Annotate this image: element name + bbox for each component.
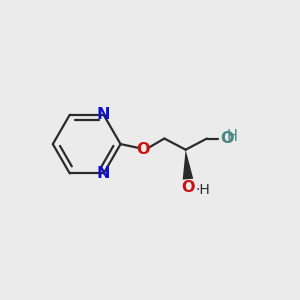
Text: O: O <box>181 180 195 195</box>
Polygon shape <box>183 150 193 180</box>
Text: O: O <box>220 131 233 146</box>
Text: N: N <box>97 107 110 122</box>
Text: H: H <box>227 129 238 144</box>
Text: ·H: ·H <box>195 183 210 197</box>
Text: N: N <box>97 166 110 181</box>
Text: O: O <box>136 142 150 157</box>
